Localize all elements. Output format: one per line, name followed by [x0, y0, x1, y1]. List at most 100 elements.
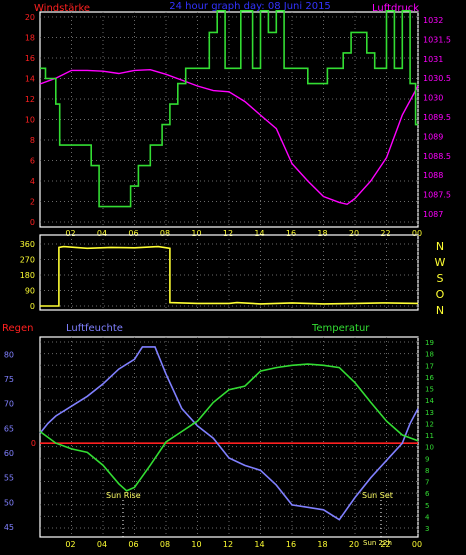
windstaerke-line [40, 10, 418, 208]
wind-speed-tick-label: 6 [30, 157, 35, 166]
temperature-tick-label: 5 [425, 502, 429, 510]
wind-direction-tick-label: 360 [20, 240, 35, 249]
temperature-tick-label: 8 [425, 467, 429, 475]
wind-direction-tick-label: 270 [20, 256, 35, 265]
luftfeuchte-line [39, 346, 419, 521]
top-time-tick-label: 12 [223, 229, 233, 238]
top-time-tick-label: 02 [65, 229, 75, 238]
top-time-tick-label: 18 [317, 229, 327, 238]
luftfeuchte-label: Luftfeuchte [66, 323, 123, 334]
temperature-tick-label: 16 [425, 374, 434, 382]
direction-letter: O [436, 288, 445, 301]
wind-speed-axis-labels: 0 2 4 6 8 10 12 14 16 18 20 [25, 13, 35, 227]
top-time-tick-label: 06 [128, 229, 138, 238]
pressure-tick-label: 1088 [423, 171, 443, 180]
bottom-panel-grid [40, 337, 419, 537]
pressure-tick-label: 1087.5 [423, 191, 451, 200]
top-time-tick-label: 16 [286, 229, 296, 238]
sunset-label: Sun Set [362, 491, 393, 500]
humidity-tick-label: 50 [4, 498, 14, 507]
top-time-tick-label: 04 [97, 229, 107, 238]
pressure-axis-labels: 1087 1087.5 1088 1088.5 1089 1089.5 1030 1030.5… [423, 16, 451, 219]
luftdruck-line [39, 68, 419, 206]
luftdruck-label: Luftdruck [372, 3, 419, 14]
direction-letter: S [437, 272, 444, 285]
direction-letter: W [435, 256, 446, 269]
bottom-time-tick-label: 16 [286, 540, 296, 549]
pressure-tick-label: 1030.5 [423, 74, 451, 83]
temperature-tick-label: 13 [425, 409, 434, 417]
humidity-tick-label: 70 [4, 400, 14, 409]
temperatur-label: Temperatur [311, 323, 370, 334]
sun-now-label: Sun 22h [363, 539, 392, 547]
wind-speed-tick-label: 12 [25, 95, 35, 104]
top-time-tick-label: 20 [349, 229, 359, 238]
wind-speed-tick-label: 10 [25, 116, 35, 125]
humidity-axis-labels: 45 50 55 60 65 70 75 80 0 [4, 350, 36, 532]
wind-speed-tick-label: 14 [25, 75, 35, 84]
sunrise-label: Sun Rise [106, 491, 141, 500]
bottom-time-tick-label: 18 [317, 540, 327, 549]
wind-direction-line [40, 245, 419, 307]
top-time-tick-label: 10 [191, 229, 201, 238]
date-title: 24 hour graph day: 08 Juni 2015 [169, 1, 331, 12]
bottom-time-tick-label: 08 [160, 540, 170, 549]
pressure-tick-label: 1031 [423, 55, 443, 64]
temperature-tick-label: 3 [425, 525, 429, 533]
direction-letter: N [436, 304, 444, 317]
wind-speed-tick-label: 0 [30, 218, 35, 227]
humidity-tick-label: 65 [4, 424, 14, 433]
humidity-tick-label: 55 [4, 474, 14, 483]
bottom-time-tick-label: 14 [254, 540, 264, 549]
temperature-tick-label: 19 [425, 339, 434, 347]
bottom-time-tick-label: 20 [349, 540, 359, 549]
regen-label: Regen [2, 323, 34, 334]
humidity-tick-label: 75 [4, 375, 14, 384]
temperature-tick-label: 17 [425, 362, 434, 370]
top-time-axis-labels: 02 04 06 08 10 12 14 16 18 20 22 00 [65, 229, 422, 238]
pressure-tick-label: 1089.5 [423, 113, 451, 122]
bottom-time-tick-label: 12 [223, 540, 233, 549]
temperatur-line [39, 363, 419, 492]
pressure-tick-label: 1030 [423, 94, 443, 103]
temperature-tick-label: 10 [425, 444, 434, 452]
top-time-tick-label: 22 [380, 229, 390, 238]
bottom-time-axis-labels: 02 04 06 08 10 12 14 16 18 20 22 00 [65, 540, 422, 549]
bottom-time-tick-label: 06 [128, 540, 138, 549]
humidity-tick-label: 60 [4, 449, 14, 458]
pressure-tick-label: 1087 [423, 210, 443, 219]
temperature-tick-label: 12 [425, 420, 434, 428]
bottom-time-tick-label: 10 [191, 540, 201, 549]
pressure-tick-label: 1031.5 [423, 35, 451, 44]
bottom-time-tick-label: 02 [65, 540, 75, 549]
wind-speed-tick-label: 16 [25, 54, 35, 63]
wind-speed-tick-label: 18 [25, 34, 35, 43]
pressure-tick-label: 1032 [423, 16, 443, 25]
temperature-tick-label: 15 [425, 386, 434, 394]
bottom-time-tick-label: 04 [97, 540, 107, 549]
temperature-tick-label: 11 [425, 432, 434, 440]
top-time-tick-label: 14 [254, 229, 264, 238]
temperature-tick-label: 4 [425, 513, 430, 521]
windstaerke-label: Windstärke [34, 3, 90, 14]
top-time-tick-label: 00 [412, 229, 422, 238]
wind-direction-tick-label: 0 [30, 302, 35, 311]
temperature-tick-label: 18 [425, 351, 434, 359]
wind-direction-axis-labels: 0 90 180 270 360 [20, 240, 35, 311]
humidity-tick-label: 45 [4, 523, 14, 532]
wind-speed-tick-label: 4 [30, 177, 35, 186]
temperature-tick-label: 7 [425, 479, 429, 487]
temperature-axis-labels: 3 4 5 6 7 8 9 10 11 12 13 14 15 16 17 18 19 [425, 339, 434, 533]
wind-speed-tick-label: 8 [30, 136, 35, 145]
humidity-tick-label: 80 [4, 350, 14, 359]
wind-direction-tick-label: 180 [20, 271, 35, 280]
wind-speed-tick-label: 2 [30, 198, 35, 207]
bottom-time-tick-label: 00 [412, 540, 422, 549]
pressure-tick-label: 1089 [423, 132, 443, 141]
temperature-tick-label: 6 [425, 490, 430, 498]
wind-direction-tick-label: 90 [25, 287, 35, 296]
direction-letter: N [436, 240, 444, 253]
